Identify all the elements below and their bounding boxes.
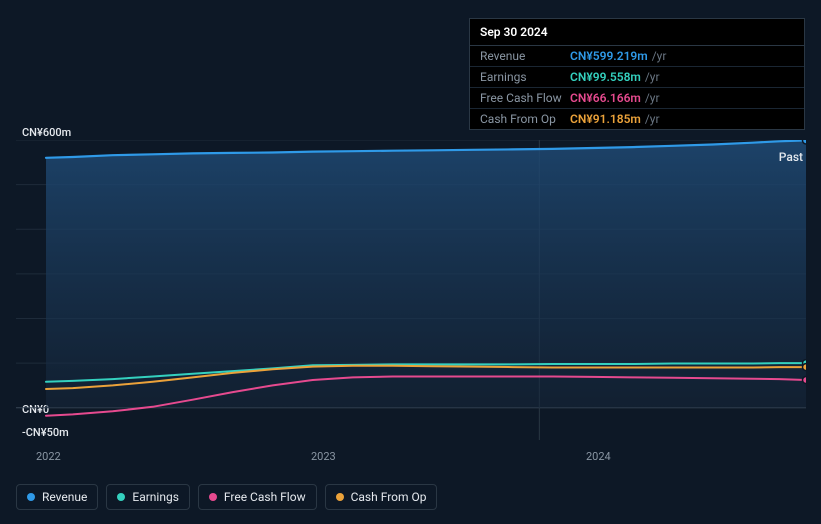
tooltip-metric-unit: /yr bbox=[652, 49, 667, 63]
tooltip-row: EarningsCN¥99.558m/yr bbox=[470, 67, 804, 88]
tooltip-row: Cash From OpCN¥91.185m/yr bbox=[470, 109, 804, 129]
legend-dot-icon bbox=[209, 493, 217, 501]
y-axis-label: CN¥600m bbox=[22, 126, 71, 139]
tooltip-metric-value: CN¥91.185m bbox=[570, 112, 641, 126]
chart-svg bbox=[16, 140, 806, 440]
x-axis-label: 2022 bbox=[36, 450, 61, 463]
tooltip-metric-unit: /yr bbox=[645, 70, 660, 84]
tooltip-metric-unit: /yr bbox=[645, 91, 660, 105]
chart-legend: Revenue Earnings Free Cash Flow Cash From O… bbox=[16, 484, 437, 510]
tooltip-date: Sep 30 2024 bbox=[470, 19, 804, 46]
tooltip-row: RevenueCN¥599.219m/yr bbox=[470, 46, 804, 67]
legend-label: Free Cash Flow bbox=[224, 490, 306, 504]
tooltip-metric-value: CN¥599.219m bbox=[570, 49, 648, 63]
tooltip-metric-label: Revenue bbox=[480, 49, 570, 63]
legend-label: Earnings bbox=[132, 490, 179, 504]
x-axis-label: 2023 bbox=[311, 450, 336, 463]
legend-item[interactable]: Cash From Op bbox=[325, 484, 438, 510]
tooltip-metric-label: Cash From Op bbox=[480, 112, 570, 126]
tooltip-metric-value: CN¥66.166m bbox=[570, 91, 641, 105]
legend-label: Cash From Op bbox=[351, 490, 427, 504]
chart-tooltip: Sep 30 2024 RevenueCN¥599.219m/yrEarning… bbox=[469, 18, 805, 130]
tooltip-metric-unit: /yr bbox=[645, 112, 660, 126]
legend-dot-icon bbox=[117, 493, 125, 501]
legend-dot-icon bbox=[336, 493, 344, 501]
tooltip-metric-label: Free Cash Flow bbox=[480, 91, 570, 105]
financials-chart[interactable]: CN¥600mCN¥0-CN¥50m Past 202220232024 bbox=[0, 120, 821, 450]
legend-item[interactable]: Revenue bbox=[16, 484, 98, 510]
legend-item[interactable]: Free Cash Flow bbox=[198, 484, 317, 510]
legend-item[interactable]: Earnings bbox=[106, 484, 190, 510]
tooltip-row: Free Cash FlowCN¥66.166m/yr bbox=[470, 88, 804, 109]
tooltip-metric-value: CN¥99.558m bbox=[570, 70, 641, 84]
legend-label: Revenue bbox=[42, 490, 87, 504]
tooltip-metric-label: Earnings bbox=[480, 70, 570, 84]
x-axis-label: 2024 bbox=[586, 450, 611, 463]
past-label: Past bbox=[779, 150, 803, 164]
legend-dot-icon bbox=[27, 493, 35, 501]
